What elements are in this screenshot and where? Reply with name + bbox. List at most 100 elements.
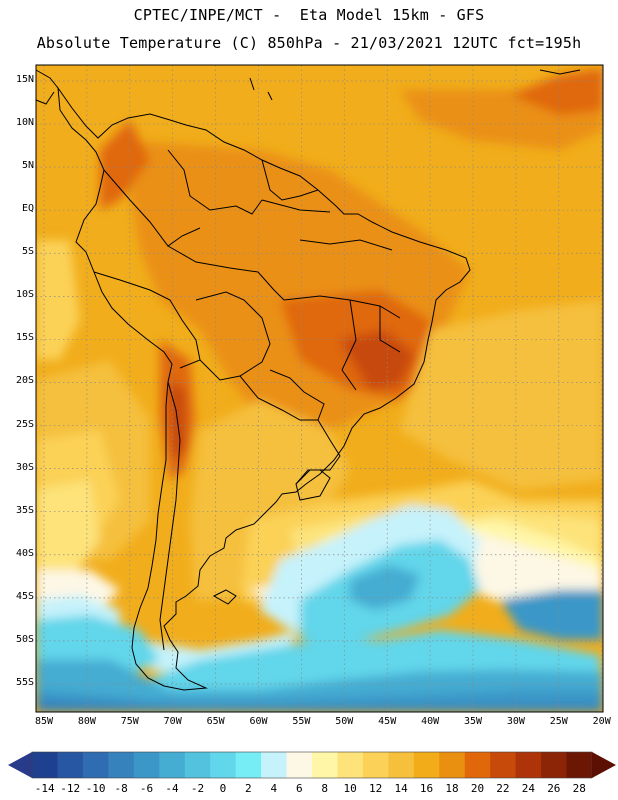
latitude-label: 5N [21,160,34,172]
colorbar-swatch [464,752,491,778]
colorbar-label: 10 [343,782,357,795]
latitude-label: 30S [15,461,34,473]
temperature-region [36,480,100,580]
temperature-region [500,590,603,640]
south-america-coastline [57,86,471,691]
colorbar-label: 28 [572,782,586,795]
temperature-region [36,700,603,712]
falkland-islands [212,589,237,605]
latitude-label: 10N [15,117,34,129]
brazil-west-border [167,245,285,301]
latitude-label: 10S [15,289,34,301]
colorbar-swatch [57,752,84,778]
colorbar-swatch [184,752,211,778]
longitude-label: 60W [249,716,268,727]
colorbar-swatch [159,752,186,778]
colorbar-swatch [439,752,466,778]
colorbar-swatch [413,752,440,778]
colorbar-swatch [541,752,568,778]
latitude-label: 15S [15,332,34,344]
latitude-label: 50S [15,633,34,645]
temperature-region [36,240,80,360]
bolivia-border [195,291,271,381]
longitude-label: 30W [506,716,525,727]
colorbar-swatch [337,752,364,778]
longitude-label: 25W [549,716,568,727]
colorbar-label: 2 [245,782,252,795]
colorbar-label: 18 [445,782,459,795]
latitude-label: 55S [15,676,34,688]
longitude-label: 35W [463,716,483,727]
colorbar-label: -10 [85,782,106,795]
temperature-region [350,565,420,610]
colorbar-right-arrow [592,752,616,778]
temperature-region [100,120,150,210]
colorbar-swatch [362,752,389,778]
caribbean-islands [249,69,581,101]
colorbar-left-arrow [8,752,32,778]
colorbar-swatch [235,752,262,778]
latitude-label: 5S [21,246,34,258]
colorbar-swatch [515,752,542,778]
colorbar-swatch [388,752,415,778]
peru-border [93,271,201,369]
longitude-label: 55W [292,716,311,727]
temperature-region [510,68,603,115]
colorbar-swatch [82,752,109,778]
colorbar-label: 16 [419,782,434,795]
colorbar-label: 22 [496,782,510,795]
colorbar-label: 26 [547,782,561,795]
brazil-inner-states [261,199,401,391]
argentina-brazil-border [295,419,341,485]
colorbar-label: 24 [521,782,535,795]
colorbar-swatch [566,752,593,778]
temperature-field [36,65,603,712]
latitude-label: 40S [15,547,34,559]
longitude-label: 75W [120,716,139,727]
colorbar-swatch [286,752,313,778]
colorbar-swatch [490,752,517,778]
colorbar-swatch [312,752,338,778]
longitude-label: 50W [335,716,354,727]
latitude-label: 15N [15,74,34,85]
colorbar-swatch [133,752,160,778]
latitude-label: 25S [15,418,34,430]
map-title-line-1: CPTEC/INPE/MCT - Eta Model 15km - GFS [133,6,485,24]
latitude-label: 35S [15,504,34,516]
central-america [35,69,59,105]
guianas-border [261,159,319,201]
colombia-border [103,169,201,247]
uruguay-border [295,469,331,501]
longitude-label: 65W [206,716,225,727]
colorbar-label: -2 [190,782,205,795]
temperature-region [340,330,415,390]
temperature-region [400,300,603,490]
colorbar-label: 12 [369,782,383,795]
coastlines-and-borders [35,69,581,691]
colorbar-label: 14 [394,782,408,795]
colorbar-label: -6 [139,782,154,795]
venezuela-border [167,149,263,215]
map-title-line-2: Absolute Temperature (C) 850hPa - 21/03/… [36,34,582,52]
colorbar-label: -14 [34,782,55,795]
longitude-label: 40W [421,716,440,727]
colorbar-label: 6 [295,782,303,795]
colorbar-label: -12 [60,782,81,795]
longitude-label: 20W [592,716,611,727]
longitude-label: 85W [34,716,54,727]
colorbar-swatch [261,752,288,778]
longitude-label: 80W [77,716,96,727]
colorbar-label: 20 [470,782,485,795]
colorbar-label: -8 [114,782,128,795]
latitude-label: 45S [15,590,34,602]
colorbar-label: 4 [270,782,278,795]
temperature-region [190,400,350,600]
colorbar-label: -4 [165,782,179,795]
map-frame [35,64,604,713]
colorbar-swatch [32,752,58,778]
latitude-label: 20S [15,375,34,387]
longitude-label: 45W [378,716,397,727]
colorbar-swatch [210,752,237,778]
colorbar-label: 8 [321,782,329,795]
